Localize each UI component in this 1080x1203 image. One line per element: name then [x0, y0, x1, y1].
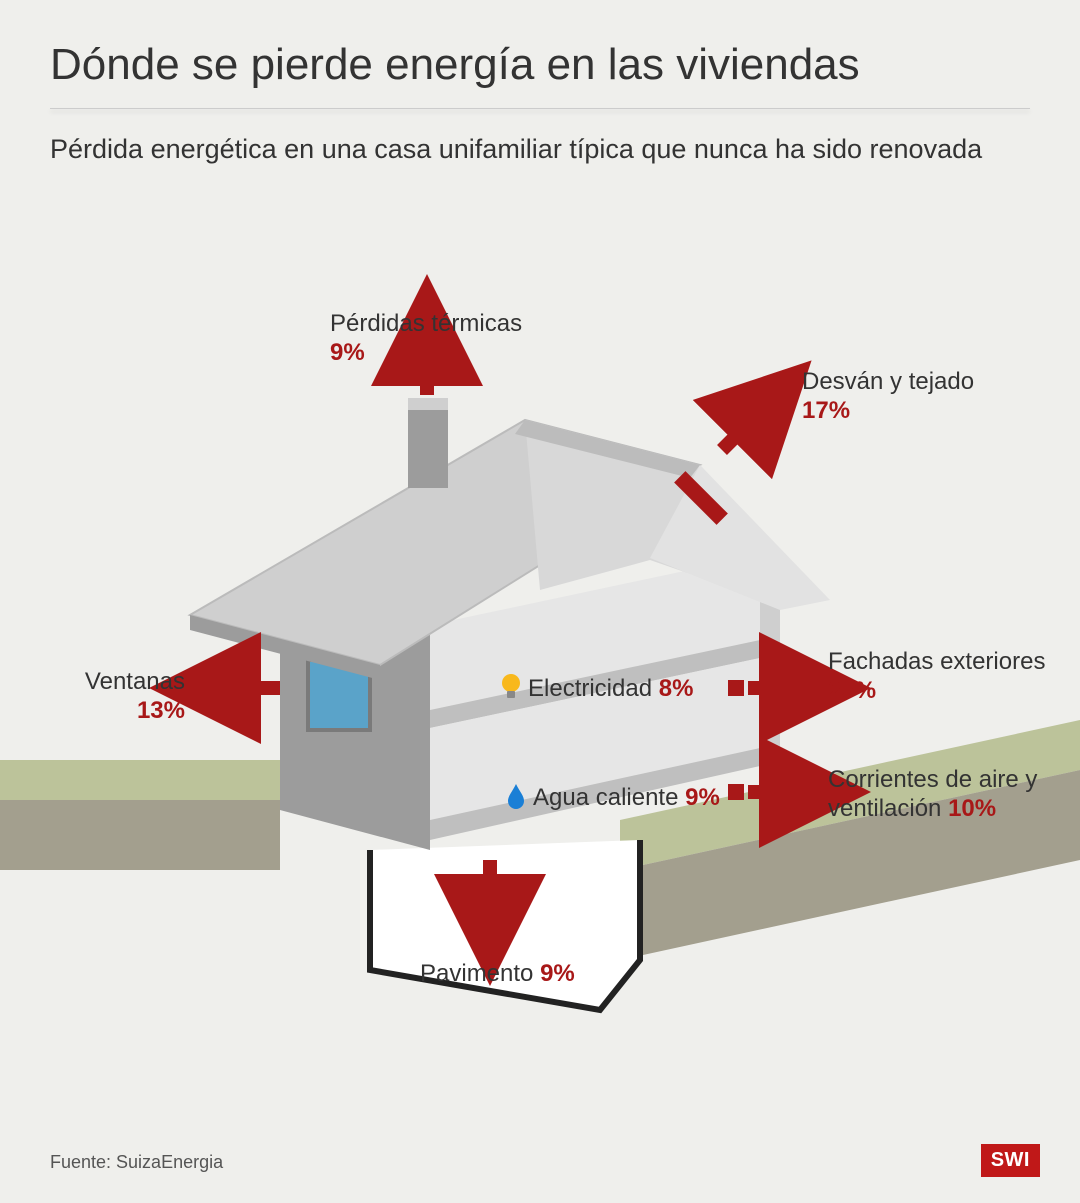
label-air: Corrientes de aire y ventilación 10%: [828, 766, 1058, 824]
attic-arrow: [722, 400, 772, 450]
swi-logo: SWI: [981, 1144, 1040, 1177]
bulb-icon: [500, 672, 522, 700]
label-elec: Electricidad 8%: [500, 672, 693, 704]
label-floor: Pavimento 9%: [420, 960, 575, 989]
label-facade: Fachadas exteriores25%: [828, 648, 1045, 706]
label-thermal: Pérdidas térmicas 9%: [330, 310, 560, 368]
marker-square: [728, 784, 744, 800]
chimney: [408, 398, 448, 488]
label-windows: Ventanas13%: [85, 668, 185, 726]
water-drop-icon: [505, 782, 527, 810]
source-text: Fuente: SuizaEnergia: [50, 1152, 223, 1173]
label-attic: Desván y tejado17%: [802, 368, 974, 426]
marker-square: [728, 680, 744, 696]
label-water: Agua caliente 9%: [505, 782, 720, 813]
infographic-canvas: [0, 0, 1080, 1203]
ground-left: [0, 760, 280, 870]
